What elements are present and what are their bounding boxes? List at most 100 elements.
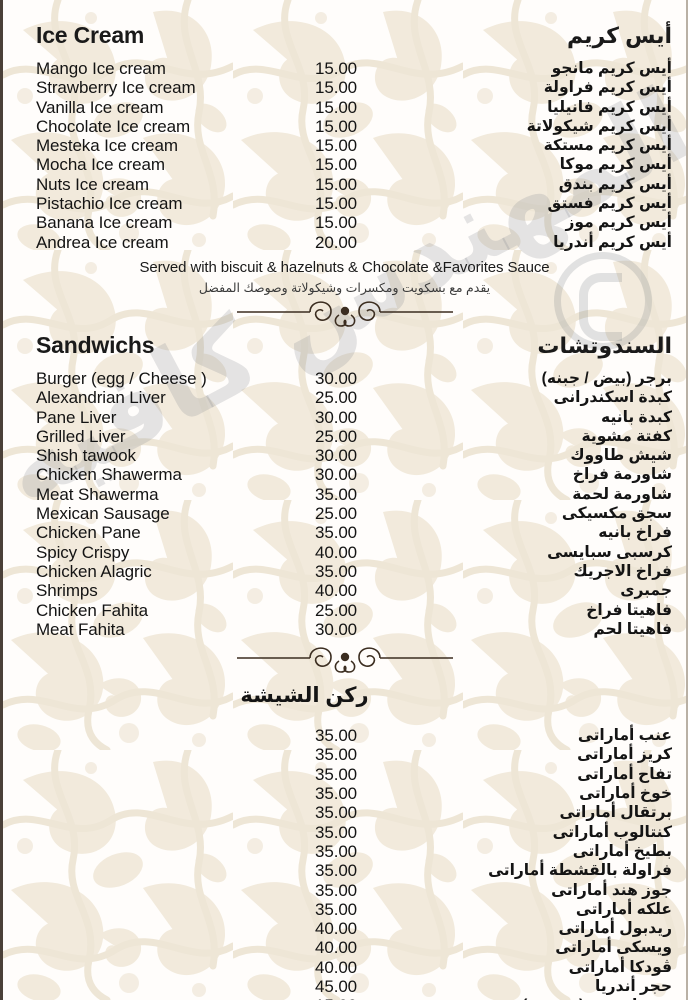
item-name-ar: سجق مكسيكى	[561, 505, 672, 523]
item-price: 25.00	[315, 504, 358, 524]
menu-item-row: Pistachio Ice cream 15.00 أيس كريم فستق	[3, 194, 686, 213]
menu-item-row: 40.00 ويسكى أماراتى	[3, 938, 686, 957]
item-price: 15.00	[315, 996, 357, 1000]
sandwichs-title-ar: السندوتشات	[537, 332, 672, 358]
item-name-ar: فاهيتا لحم	[593, 620, 672, 638]
item-name-en: Vanilla Ice cream	[36, 97, 164, 117]
item-name-ar: أيس كريم مانجو	[551, 60, 672, 77]
menu-item-row: Andrea Ice cream 20.00 أيس كريم أندريا	[3, 233, 686, 252]
item-price: 40.00	[315, 938, 358, 958]
ice-cream-title-ar: أيس كريم	[566, 23, 672, 48]
item-name-ar: شيش طاووك	[570, 447, 672, 465]
shisha-title-ar: ركن الشيشة	[240, 684, 369, 708]
item-name-en: Pane Liver	[36, 407, 117, 427]
item-name-en: Mango Ice cream	[36, 59, 166, 78]
menu-item-row: 35.00 فراولة بالقشطة أماراتى	[3, 861, 686, 880]
item-name-en: Chocolate Ice cream	[36, 116, 191, 136]
item-price: 35.00	[315, 899, 358, 919]
item-name-en: Chicken Pane	[36, 523, 141, 543]
item-price: 35.00	[315, 861, 358, 881]
item-name-ar: علكه أماراتى	[575, 900, 672, 918]
shisha-items: 35.00 عنب أماراتى 35.00 كريز أماراتى 35.…	[3, 726, 686, 1000]
item-price: 20.00	[315, 232, 358, 252]
menu-item-row: Strawberry Ice cream 15.00 أيس كريم فراو…	[3, 78, 686, 97]
sandwichs-title-en: Sandwichs	[36, 331, 155, 358]
menu-item-row: Vanilla Ice cream 15.00 أيس كريم فانيليا	[3, 98, 686, 117]
item-name-ar: أيس كريم أندريا	[553, 233, 672, 251]
ornament-divider	[3, 641, 686, 675]
menu-item-row: 35.00 علكه أماراتى	[3, 900, 686, 919]
item-price: 35.00	[315, 726, 358, 746]
item-price: 30.00	[315, 619, 358, 639]
item-price: 35.00	[315, 822, 358, 842]
menu-item-row: Mocha Ice cream 15.00 أيس كريم موكا	[3, 155, 686, 174]
menu-item-row: Spicy Crispy 40.00 كرسبى سبايسى	[3, 543, 686, 562]
menu-item-row: 35.00 برتقال أماراتى	[3, 803, 686, 822]
item-price: 15.00	[315, 59, 358, 78]
menu-item-row: 45.00 حجر أندريا	[3, 977, 686, 996]
item-name-ar: ريدبول أماراتى	[558, 920, 672, 938]
menu-content: Ice Cream أيس كريم Mango Ice cream 15.00…	[3, 0, 686, 1000]
item-name-en: Andrea Ice cream	[36, 232, 169, 252]
item-name-ar: فراولة بالقشطة أماراتى	[488, 862, 672, 880]
item-name-en: Grilled Liver	[36, 426, 126, 446]
menu-item-row: 35.00 كنتالوب أماراتى	[3, 823, 686, 842]
menu-item-row: Burger (egg / Cheese ) 30.00 برجر (بيض /…	[3, 369, 686, 388]
item-price: 30.00	[315, 446, 358, 466]
item-name-en: Nuts Ice cream	[36, 174, 149, 194]
menu-item-row: Mango Ice cream 15.00 أيس كريم مانجو	[3, 59, 686, 78]
menu-item-row: Shish tawook 30.00 شيش طاووك	[3, 446, 686, 465]
item-name-en: Chicken Fahita	[36, 600, 148, 620]
item-price: 40.00	[315, 542, 358, 562]
menu-item-row: Nuts Ice cream 15.00 أيس كريم بندق	[3, 175, 686, 194]
item-price: 15.00	[315, 174, 358, 194]
item-price: 35.00	[315, 523, 358, 543]
item-name-en: Mexican Sausage	[36, 504, 170, 524]
item-price: 30.00	[315, 407, 358, 427]
menu-item-row: 40.00 ريدبول أماراتى	[3, 919, 686, 938]
item-name-ar: أيس كريم فراولة	[543, 79, 672, 97]
item-name-ar: كريز أماراتى	[577, 746, 672, 764]
item-price: 25.00	[315, 426, 358, 446]
item-name-en: Spicy Crispy	[36, 542, 130, 562]
item-name-en: Shrimps	[36, 581, 98, 601]
item-name-en: Meat Fahita	[36, 619, 125, 639]
item-name-ar: شاورمة فراخ	[572, 466, 672, 484]
ice-cream-title-en: Ice Cream	[36, 22, 145, 48]
section-sandwichs: Sandwichs السندوتشات Burger (egg / Chees…	[3, 332, 686, 639]
menu-item-row: Alexandrian Liver 25.00 كبدة اسكندرانى	[3, 388, 686, 407]
menu-item-row: Grilled Liver 25.00 كفتة مشوية	[3, 427, 686, 446]
item-name-en: Shish tawook	[36, 446, 136, 466]
item-name-ar: شاورمة لحمة	[572, 485, 672, 503]
item-name-ar: كرسبى سبايسى	[547, 543, 672, 561]
menu-item-row: Banana Ice cream 15.00 أيس كريم موز	[3, 213, 686, 232]
item-name-ar: كفتة مشوية	[581, 427, 672, 445]
item-price: 15.00	[315, 213, 358, 233]
menu-item-row: Pane Liver 30.00 كبدة بانيه	[3, 408, 686, 427]
item-price: 30.00	[315, 465, 358, 485]
item-price: 40.00	[315, 957, 358, 977]
item-price: 15.00	[315, 97, 358, 117]
menu-item-row: Meat Shawerma 35.00 شاورمة لحمة	[3, 485, 686, 504]
item-name-ar: فاهيتا فراخ	[586, 601, 672, 619]
item-name-en: Banana Ice cream	[36, 213, 173, 233]
item-name-ar: أيس كريم بندق	[558, 175, 672, 193]
menu-item-row: Chicken Fahita 25.00 فاهيتا فراخ	[3, 601, 686, 620]
menu-item-row: 35.00 جوز هند أماراتى	[3, 881, 686, 900]
item-price: 15.00	[315, 116, 358, 136]
menu-item-row: 35.00 بطيخ أماراتى	[3, 842, 686, 861]
item-name-ar: أيس كريم فانيليا	[547, 98, 672, 116]
item-name-ar: أيس كريم مستكة	[543, 137, 672, 155]
menu-item-row: 35.00 عنب أماراتى	[3, 726, 686, 745]
item-price: 15.00	[315, 78, 358, 98]
item-name-ar: حجر أندريا	[595, 977, 672, 995]
ice-cream-header: Ice Cream أيس كريم	[3, 22, 686, 56]
menu-item-row: 40.00 ڤودكا أماراتى	[3, 958, 686, 977]
item-name-ar: أيس كريم فستق	[547, 195, 672, 213]
item-name-ar: كبدة بانيه	[601, 408, 672, 426]
note-text-ar: يقدم مع بسكويت ومكسرات وشيكولاتة وصوصك ا…	[198, 280, 491, 295]
menu-item-row: Meat Fahita 30.00 فاهيتا لحم	[3, 620, 686, 639]
item-name-ar: برجر (بيض / جبنه)	[541, 369, 672, 387]
menu-item-row: Mexican Sausage 25.00 سجق مكسيكى	[3, 504, 686, 523]
